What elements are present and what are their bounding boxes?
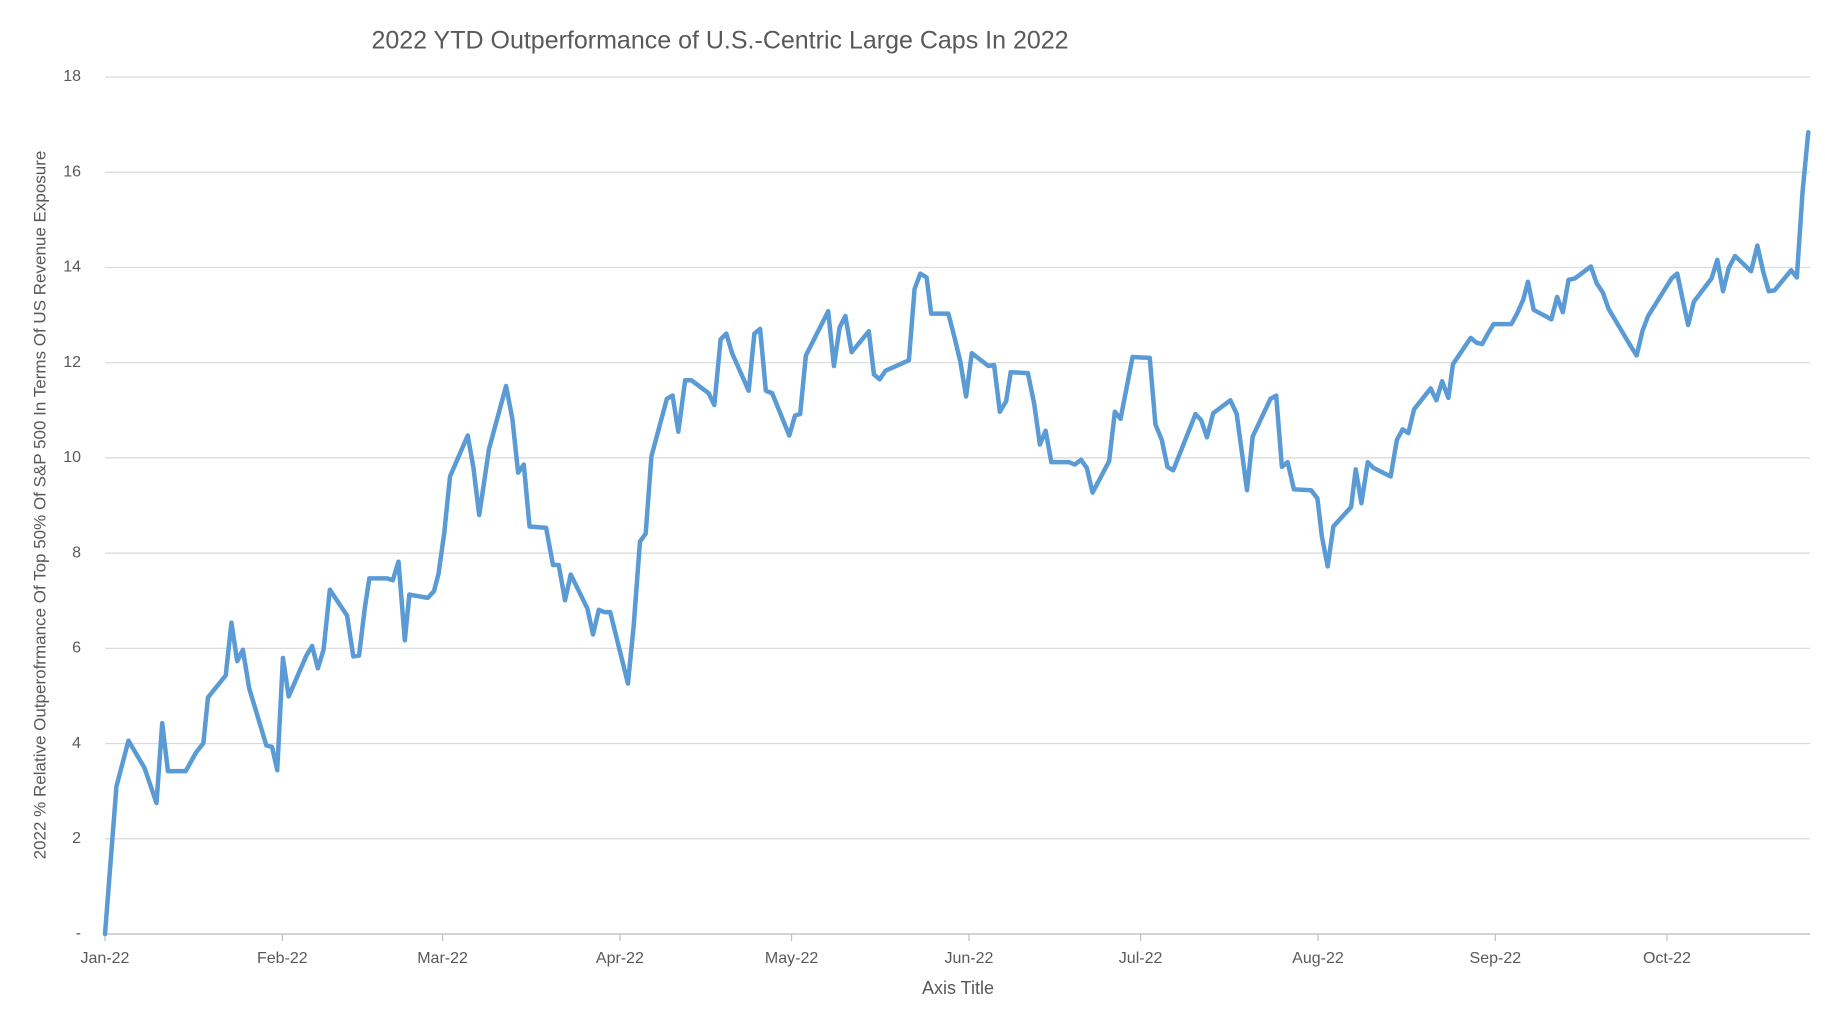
y-tick-label: 2 [72,830,81,847]
data-line [102,129,1811,937]
x-tick-label: Jun-22 [944,950,993,967]
x-tick-label: Jul-22 [1119,950,1163,967]
y-tick-label: 6 [72,640,81,657]
y-tick-label: 10 [63,449,81,466]
y-tick-label: 16 [63,163,81,180]
y-tick-label: 12 [63,354,81,371]
y-axis-title: 2022 % Relative Outperofrmance Of Top 50… [30,151,49,860]
y-tick-label: 8 [72,544,81,561]
y-tick-label: - [76,925,81,942]
y-tick-label: 4 [72,735,81,752]
x-tick-label: Mar-22 [417,950,468,967]
x-tick-label: Feb-22 [257,950,308,967]
x-tick-label: Apr-22 [596,950,644,967]
chart-title: 2022 YTD Outperformance of U.S.-Centric … [371,27,1068,55]
x-tick-label: Jan-22 [81,950,130,967]
x-tick-label: May-22 [765,950,818,967]
x-tick-label: Sep-22 [1470,950,1522,967]
y-tick-label: 14 [63,259,81,276]
x-axis-title: Axis Title [922,978,994,998]
y-tick-label: 18 [63,68,81,85]
x-tick-label: Aug-22 [1292,950,1344,967]
x-tick-label: Oct-22 [1643,950,1691,967]
